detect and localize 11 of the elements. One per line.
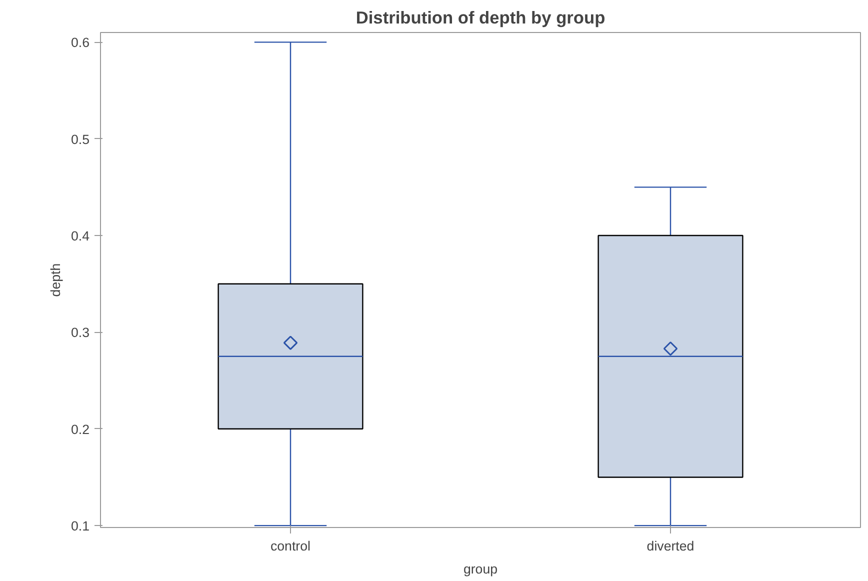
x-tick-label: control <box>270 538 311 554</box>
y-tick-label: 0.5 <box>70 132 90 147</box>
y-tick-label: 0.2 <box>70 422 90 437</box>
y-tick-label: 0.3 <box>70 325 90 340</box>
chart-title: Distribution of depth by group <box>356 8 606 28</box>
y-tick-label: 0.6 <box>70 35 90 50</box>
y-axis-title: depth <box>48 263 63 297</box>
x-axis-title: group <box>463 562 498 576</box>
y-tick-label: 0.4 <box>70 228 90 244</box>
y-tick-label: 0.1 <box>70 518 90 534</box>
x-tick-label: diverted <box>646 538 694 554</box>
